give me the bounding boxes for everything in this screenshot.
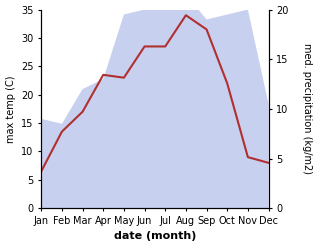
Y-axis label: max temp (C): max temp (C) (5, 75, 16, 143)
Y-axis label: med. precipitation (kg/m2): med. precipitation (kg/m2) (302, 43, 313, 174)
X-axis label: date (month): date (month) (114, 231, 196, 242)
